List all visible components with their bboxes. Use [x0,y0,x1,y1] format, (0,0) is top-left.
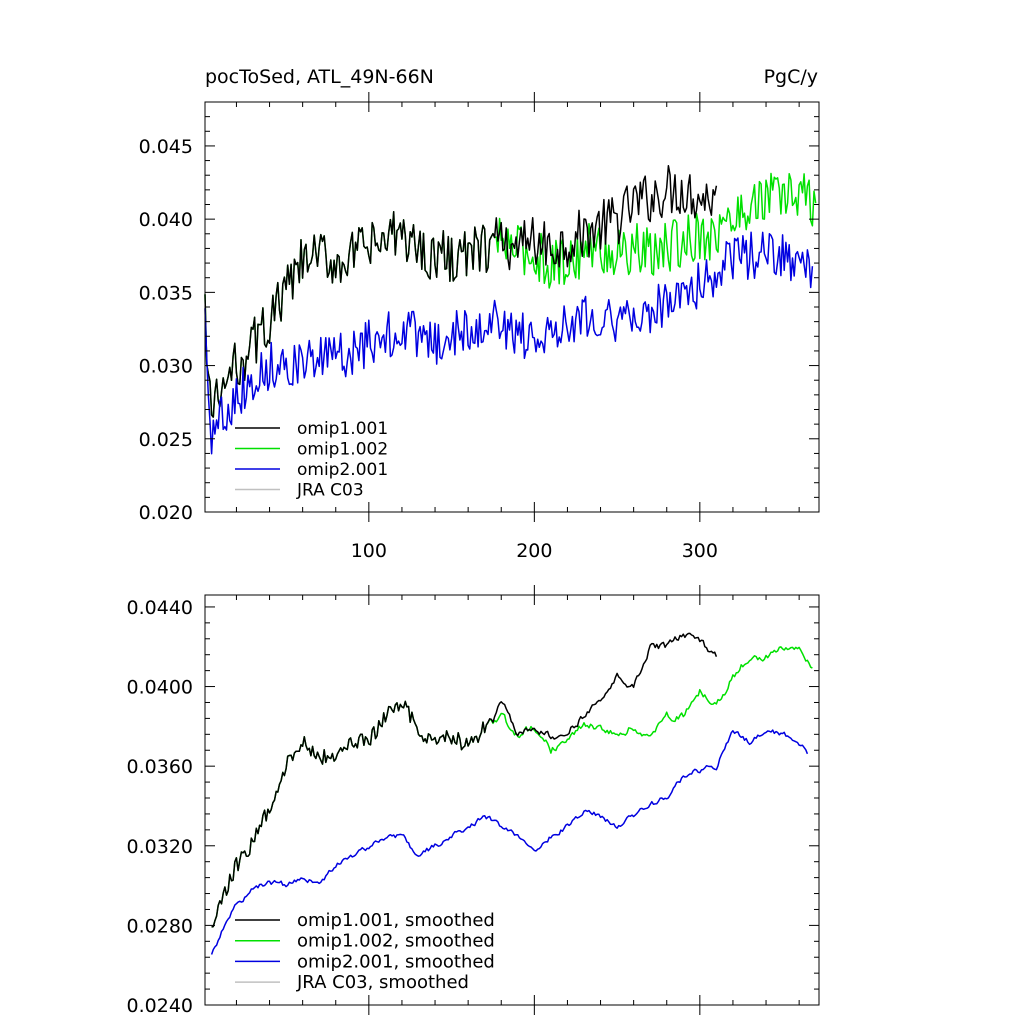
y-tick-label: 0.020 [139,502,193,524]
series-line-omip1-002 [204,172,817,418]
series-line-omip2-001 [204,231,814,455]
legend-label: omip2.001, smoothed [297,951,495,972]
y-tick-label: 0.0240 [127,995,193,1017]
x-tick-label: 300 [682,540,718,562]
x-tick-label: 200 [516,540,552,562]
y-tick-label: 0.025 [139,429,193,451]
legend-label: omip1.001, smoothed [297,910,495,931]
series-line-omip1-001-smoothed [211,632,718,928]
legend-label: JRA C03, smoothed [296,972,469,993]
series-line-omip2-001-smoothed [210,729,809,955]
units-label: PgC/y [764,66,818,88]
y-tick-label: 0.0320 [127,836,193,858]
y-tick-label: 0.045 [139,136,193,158]
y-tick-label: 0.040 [139,209,193,231]
y-tick-label: 0.0400 [127,677,193,699]
legend-label: omip1.001 [297,419,388,439]
legend-label: omip1.002 [297,440,388,460]
x-tick-label: 100 [351,540,387,562]
legend-label: omip1.002, smoothed [297,931,495,952]
y-tick-label: 0.030 [139,356,193,378]
series-line-omip1-001 [204,164,718,418]
series-line-omip1-002-smoothed [211,646,813,928]
y-tick-label: 0.035 [139,282,193,304]
bottom-panel: 0.0240 0.0280 0.0320 0.0360 0.0400 0.0440 omi… [127,585,820,1017]
legend-label: JRA C03 [296,481,364,501]
y-tick-label: 0.0280 [127,915,193,937]
chart-title: pocToSed, ATL_49N-66N [205,66,434,88]
y-tick-label: 0.0360 [127,756,193,778]
plot-frame [204,101,820,513]
y-tick-label: 0.0440 [127,597,193,619]
top-panel: pocToSed, ATL_49N-66N PgC/y 0.020 0.025 0.… [139,66,820,562]
legend-label: omip2.001 [297,460,388,480]
plot-frame [204,594,820,1006]
